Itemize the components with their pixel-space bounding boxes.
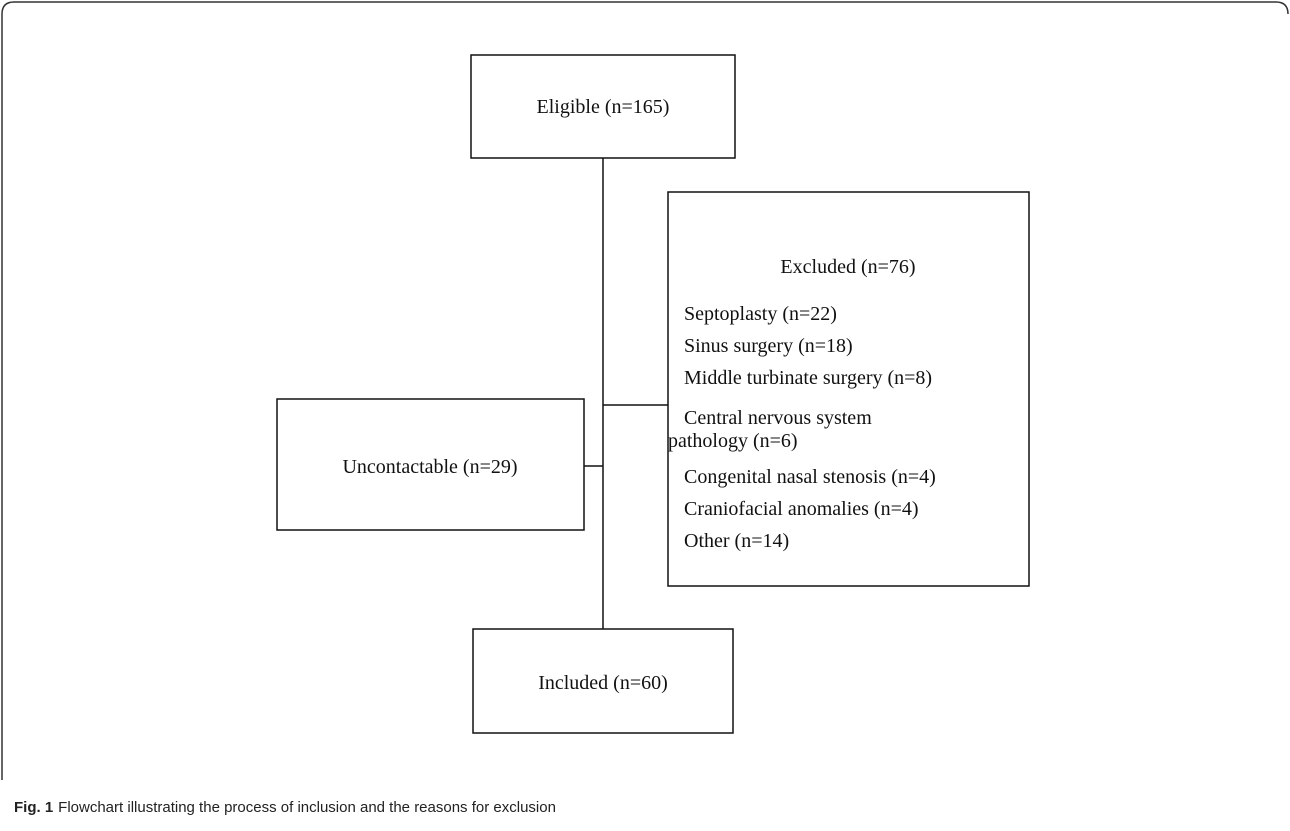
eligible-label: Eligible (n=165) — [537, 96, 670, 118]
excluded-items: Septoplasty (n=22) Sinus surgery (n=18) Mi… — [668, 303, 936, 552]
excluded-item: Congenital nasal stenosis (n=4) — [684, 466, 936, 488]
excluded-item: Craniofacial anomalies (n=4) — [684, 498, 919, 520]
excluded-item: Sinus surgery (n=18) — [684, 335, 853, 357]
caption-text: Flowchart illustrating the process of in… — [58, 799, 556, 816]
excluded-item: Central nervous system — [684, 407, 872, 429]
excluded-item: pathology (n=6) — [668, 430, 798, 452]
excluded-item: Middle turbinate surgery (n=8) — [684, 367, 932, 389]
uncontactable-box — [276, 398, 585, 531]
eligible-box — [470, 54, 736, 159]
caption: Fig. 1 Flowchart illustrating the process… — [14, 799, 556, 816]
excluded-item: Other (n=14) — [684, 530, 789, 552]
included-label: Included (n=60) — [538, 672, 668, 694]
figure-frame — [1, 1, 1289, 780]
excluded-box — [667, 191, 1030, 587]
excluded-item: Septoplasty (n=22) — [684, 303, 837, 325]
excluded-label: Excluded (n=76) — [780, 256, 915, 278]
caption-label: Fig. 1 — [14, 799, 53, 816]
uncontactable-label: Uncontactable (n=29) — [342, 456, 517, 478]
included-box — [472, 628, 734, 734]
